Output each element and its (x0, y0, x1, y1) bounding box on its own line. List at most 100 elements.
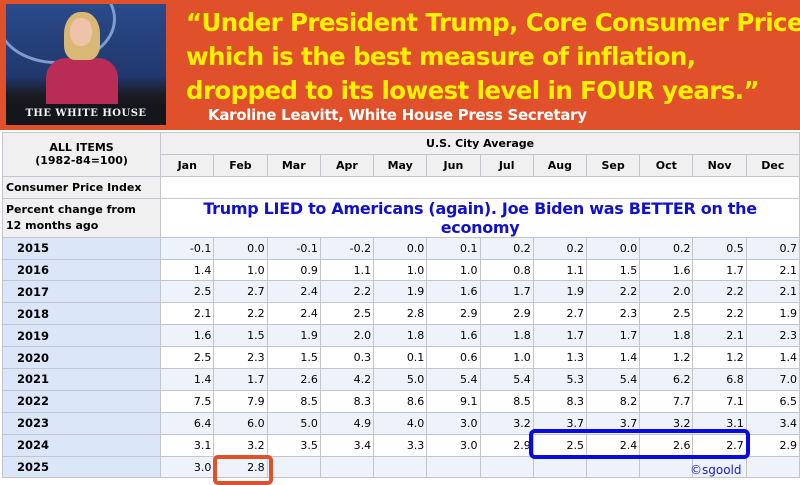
value-cell: 6.2 (639, 368, 694, 391)
table-row: 2017 2.5 2.7 2.4 2.2 1.9 1.6 1.7 1.9 2.2 2.0 2.2 2.1 (1, 280, 800, 304)
photo-caption: THE WHITE HOUSE (25, 108, 147, 119)
value-cell: 7.7 (639, 389, 694, 413)
value-cell: 0.6 (426, 346, 481, 370)
value-cell: 1.4 (745, 346, 800, 370)
cpi-table: ALL ITEMS (1982-84=100) U.S. City Average… (1, 132, 800, 479)
value-cell (639, 455, 694, 479)
value-cell: 1.7 (213, 368, 268, 391)
highlight-box-blue (529, 429, 750, 459)
value-cell (479, 455, 534, 479)
value-cell: 1.5 (586, 258, 641, 282)
value-cell: 8.6 (373, 389, 428, 413)
value-cell: 4.2 (319, 368, 375, 391)
value-cell: 3.7 (532, 411, 588, 435)
value-cell: 1.9 (745, 302, 800, 326)
year-cell: 2024 (1, 433, 162, 457)
attribution: Karoline Leavitt, White House Press Secr… (208, 106, 587, 124)
value-cell: 0.1 (426, 236, 481, 260)
value-cell: 1.0 (479, 346, 534, 370)
value-cell: 2.1 (692, 324, 747, 348)
value-cell: 1.2 (692, 346, 747, 370)
group-header: U.S. City Average (160, 132, 800, 155)
value-cell: 2.1 (745, 258, 800, 282)
table-row: 2021 1.4 1.7 2.6 4.2 5.0 5.4 5.4 5.3 5.4 6.2 6.8 7.0 (1, 368, 800, 391)
value-cell: 2.6 (266, 368, 321, 391)
value-cell: 3.0 (426, 411, 481, 435)
value-cell: 1.0 (426, 258, 481, 282)
value-cell: 2.8 (373, 302, 428, 326)
value-cell: 2.1 (745, 280, 800, 304)
value-cell: 5.0 (266, 411, 321, 435)
value-cell: 2.5 (639, 302, 694, 326)
value-cell: 2.9 (479, 433, 534, 457)
value-cell: 3.1 (692, 411, 747, 435)
value-cell: 1.8 (479, 324, 534, 348)
value-cell: 3.2 (213, 433, 268, 457)
value-cell: 2.5 (160, 346, 215, 370)
year-cell: 2020 (1, 346, 162, 370)
month-header: Feb (213, 153, 268, 177)
value-cell: 1.7 (586, 324, 641, 348)
value-cell: 1.7 (532, 324, 588, 348)
value-cell: 7.9 (213, 389, 268, 413)
value-cell: 1.2 (639, 346, 694, 370)
year-cell: 2025 (1, 455, 162, 479)
value-cell: 3.4 (319, 433, 375, 457)
month-header: Dec (745, 153, 800, 177)
value-cell: 2.2 (692, 302, 747, 326)
value-cell: -0.2 (319, 236, 375, 260)
value-cell: 1.7 (692, 258, 747, 282)
value-cell: 0.0 (586, 236, 641, 260)
quote: “Under President Trump, Core Consumer Pr… (186, 6, 800, 108)
credit: ©sgoold (690, 463, 742, 477)
cpi-empty (160, 175, 800, 199)
quote-line: “Under President Trump, Core Consumer Pr… (186, 8, 800, 37)
month-header: Jan (160, 153, 215, 177)
value-cell: 2.3 (213, 346, 268, 370)
value-cell (373, 455, 428, 479)
value-cell: 1.9 (532, 280, 588, 304)
annotation-message: Trump LIED to Americans (again). Joe Bid… (160, 197, 800, 238)
year-cell: 2019 (1, 324, 162, 348)
month-header: Apr (319, 153, 375, 177)
pct-label: Percent change from 12 months ago (1, 197, 162, 238)
value-cell: 1.4 (160, 368, 215, 391)
table-row: 2023 6.4 6.0 5.0 4.9 4.0 3.0 3.2 3.7 3.7 3.2 3.1 3.4 (1, 411, 800, 435)
cpi-label: Consumer Price Index (1, 175, 162, 199)
value-cell: 3.2 (479, 411, 534, 435)
value-cell: 5.4 (479, 368, 534, 391)
value-cell: 1.0 (213, 258, 268, 282)
value-cell: 0.2 (479, 236, 534, 260)
value-cell: 2.2 (319, 280, 375, 304)
value-cell: 4.0 (373, 411, 428, 435)
value-cell: 6.4 (160, 411, 215, 435)
value-cell: 1.5 (266, 346, 321, 370)
value-cell: 1.6 (426, 324, 481, 348)
value-cell: 7.5 (160, 389, 215, 413)
value-cell: 1.9 (266, 324, 321, 348)
value-cell: 3.0 (160, 455, 215, 479)
podium (6, 104, 166, 125)
value-cell: 1.4 (586, 346, 641, 370)
value-cell: 5.3 (532, 368, 588, 391)
value-cell: 6.5 (745, 389, 800, 413)
month-header: Sep (586, 153, 641, 177)
year-cell: 2015 (1, 236, 162, 260)
value-cell: 8.5 (266, 389, 321, 413)
value-cell: 0.3 (319, 346, 375, 370)
value-cell: 1.7 (479, 280, 534, 304)
value-cell: 0.1 (373, 346, 428, 370)
year-cell: 2021 (1, 368, 162, 391)
value-cell (426, 455, 481, 479)
value-cell (319, 455, 375, 479)
value-cell: 0.5 (692, 236, 747, 260)
value-cell: 1.9 (373, 280, 428, 304)
table-row: 2018 2.1 2.2 2.4 2.5 2.8 2.9 2.9 2.7 2.3 2.5 2.2 1.9 (1, 302, 800, 326)
year-cell: 2018 (1, 302, 162, 326)
value-cell: 1.8 (373, 324, 428, 348)
value-cell: 3.4 (745, 411, 800, 435)
value-cell: 2.1 (160, 302, 215, 326)
value-cell: 7.0 (745, 368, 800, 391)
value-cell: 2.3 (586, 302, 641, 326)
value-cell: 8.3 (532, 389, 588, 413)
